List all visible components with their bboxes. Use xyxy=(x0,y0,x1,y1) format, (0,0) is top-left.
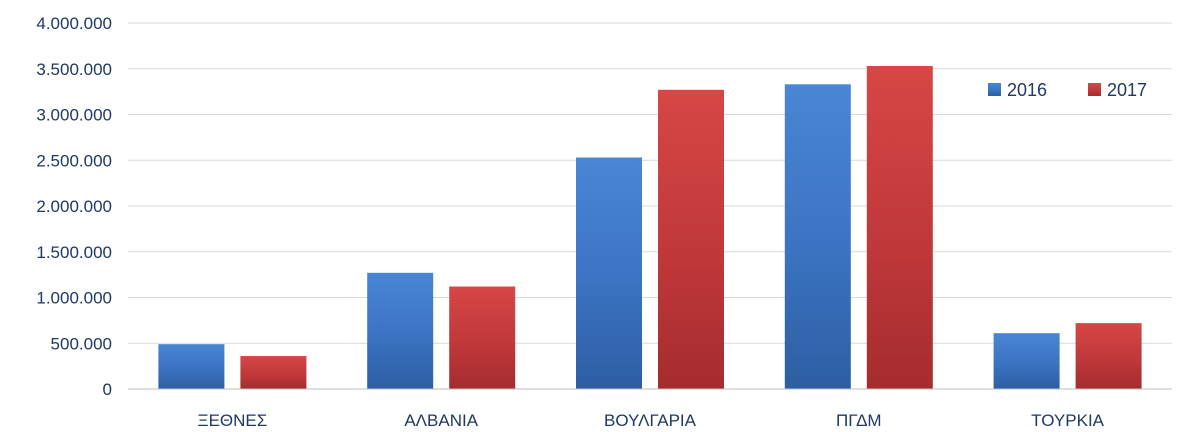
bar-2017-3 xyxy=(866,66,933,389)
gridlines xyxy=(128,22,1172,344)
bar-2017-2 xyxy=(658,89,724,390)
bar-2016-2 xyxy=(576,157,642,389)
x-category-label: ΠΓΔΜ xyxy=(836,411,882,430)
y-tick-label: 2.000.000 xyxy=(36,197,112,216)
bar-2016-0 xyxy=(158,344,225,389)
legend-swatch-2016 xyxy=(988,83,1001,96)
bar-2016-3 xyxy=(784,84,851,390)
y-tick-label: 3.500.000 xyxy=(36,60,112,79)
legend-label-2017: 2017 xyxy=(1107,80,1147,100)
x-category-label: ΑΛΒΑΝΙΑ xyxy=(404,411,478,430)
legend-label-2016: 2016 xyxy=(1007,80,1047,100)
legend-swatch-2017 xyxy=(1088,83,1101,96)
y-tick-label: 500.000 xyxy=(51,334,112,353)
x-category-label: ΤΟΥΡΚΙΑ xyxy=(1031,411,1104,430)
bar-2017-0 xyxy=(240,356,307,389)
bars xyxy=(158,66,1142,390)
y-tick-label: 1.500.000 xyxy=(36,243,112,262)
legend: 2016 2017 xyxy=(988,80,1147,100)
x-category-label: ΒΟΥΛΓΑΡΙΑ xyxy=(604,411,697,430)
y-tick-label: 0 xyxy=(103,380,112,399)
y-tick-label: 3.000.000 xyxy=(36,106,112,125)
y-tick-label: 2.500.000 xyxy=(36,151,112,170)
y-tick-label: 4.000.000 xyxy=(36,14,112,33)
bar-2016-1 xyxy=(367,272,434,389)
x-axis-category-labels: ΞΕΘΝΕΣ ΑΛΒΑΝΙΑ ΒΟΥΛΓΑΡΙΑ ΠΓΔΜ ΤΟΥΡΚΙΑ xyxy=(198,411,1105,430)
y-axis-tick-labels: 0 500.000 1.000.000 1.500.000 2.000.000 2.500… xyxy=(36,14,112,399)
bar-2016-4 xyxy=(993,333,1060,389)
y-tick-label: 1.000.000 xyxy=(36,289,112,308)
bar-2017-1 xyxy=(449,286,516,389)
x-category-label: ΞΕΘΝΕΣ xyxy=(198,411,268,430)
bar-2017-4 xyxy=(1075,323,1142,389)
